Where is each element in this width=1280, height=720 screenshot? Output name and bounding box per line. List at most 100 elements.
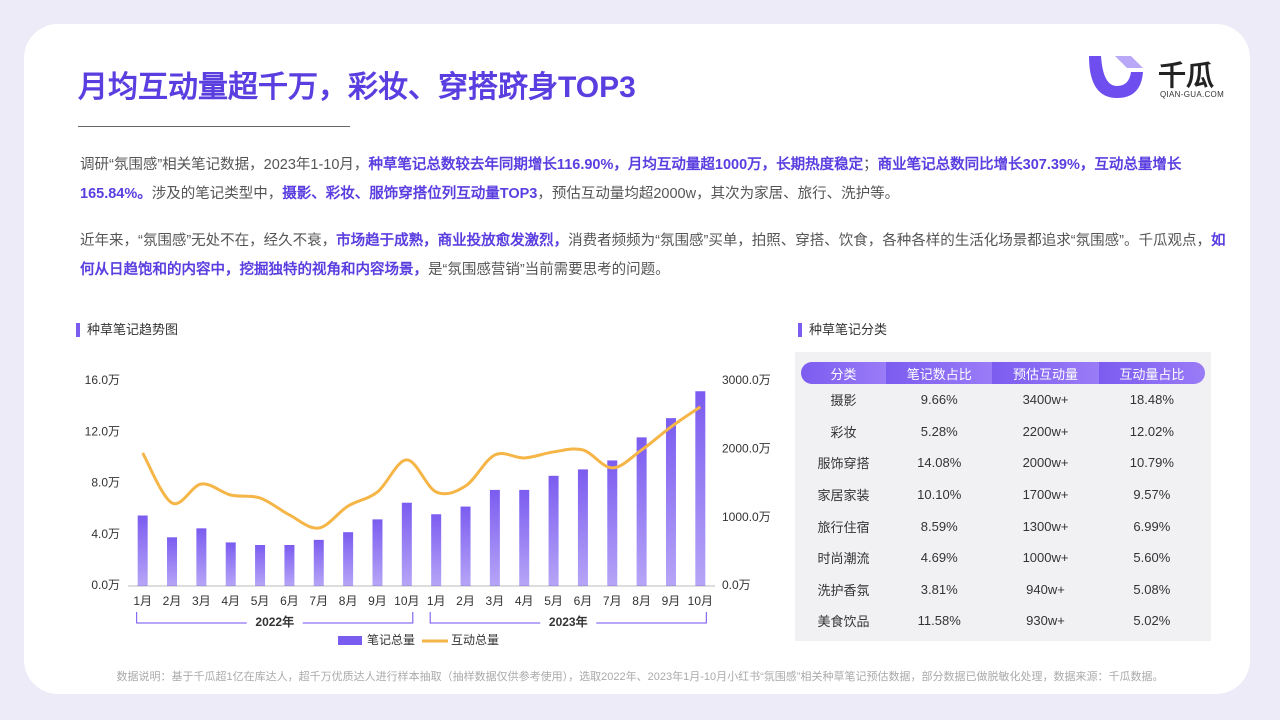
y2-tick-label: 1000.0万 — [722, 510, 771, 524]
text: ，预估互动量均超2000w，其次为家居、旅行、洗护等。 — [537, 186, 900, 202]
x-tick-label: 9月 — [368, 594, 387, 608]
y-tick-label: 0.0万 — [91, 578, 120, 592]
highlight-text: 摄影、彩妆、服饰穿搭位列互动量TOP3 — [282, 186, 538, 202]
table-cell: 5.60% — [1133, 550, 1171, 566]
bar — [372, 519, 383, 586]
highlight-text: 市场趋于成熟，商业投放愈发激烈， — [336, 233, 569, 249]
table-cell: 服饰穿搭 — [817, 456, 870, 472]
group-label: 2023年 — [549, 614, 588, 629]
logo-site: QIAN-GUA.COM — [1160, 90, 1225, 99]
x-tick-label: 1月 — [427, 594, 446, 608]
x-tick-label: 3月 — [192, 594, 211, 608]
table-panel: 分类 笔记数占比 预估互动量 互动量占比摄影 9.66% 3400w+ 18.48% 彩妆 5.… — [795, 352, 1211, 641]
table-cell: 930w+ — [1026, 613, 1065, 629]
table-cell: 摄影 — [830, 393, 857, 409]
x-tick-label: 4月 — [221, 594, 240, 608]
table-cell: 940w+ — [1026, 581, 1065, 597]
text: 调研“氛围感”相关笔记数据，2023年1-10月， — [80, 157, 369, 173]
y2-tick-label: 0.0万 — [722, 578, 751, 592]
table-row: 彩妆 5.28% 2200w+ 12.02% — [801, 416, 1205, 448]
bar — [225, 542, 236, 586]
x-tick-label: 8月 — [632, 594, 651, 608]
text: 涉及的笔记类型中， — [151, 186, 283, 202]
bar — [636, 437, 647, 586]
bar — [137, 515, 148, 586]
bar — [343, 532, 354, 586]
y2-tick-label: 2000.0万 — [722, 442, 771, 456]
x-tick-label: 7月 — [309, 594, 328, 608]
x-tick-label: 6月 — [280, 594, 299, 608]
table-cell: 1700w+ — [1022, 487, 1069, 503]
table-row: 时尚潮流 4.69% 1000w+ 5.60% — [801, 542, 1205, 574]
table-cell: 洗护香氛 — [817, 582, 870, 598]
legend-label: 笔记总量 — [367, 632, 415, 647]
bar — [167, 537, 178, 586]
paragraph: 调研“氛围感”相关笔记数据，2023年1-10月，种草笔记总数较去年同期增长11… — [80, 151, 1230, 209]
table-cell: 1000w+ — [1022, 550, 1069, 566]
x-tick-label: 2月 — [163, 594, 182, 608]
header-cell: 互动量占比 — [1098, 362, 1205, 384]
bar — [489, 489, 500, 586]
footnote: 数据说明：基于千瓜超1亿在库达人，超千万优质达人进行样本抽取（抽样数据仅供参考使… — [116, 671, 1164, 683]
header-cell: 笔记数占比 — [886, 362, 993, 384]
logo-mark — [1089, 56, 1143, 98]
paragraph: 近年来，“氛围感”无处不在，经久不衰，市场趋于成熟，商业投放愈发激烈，消费者频频… — [80, 227, 1230, 285]
table-cell: 10.10% — [917, 487, 962, 503]
table-cell: 3400w+ — [1022, 392, 1069, 408]
table-cell: 5.28% — [920, 423, 958, 439]
x-tick-label: 10月 — [688, 594, 713, 608]
table-cell: 2200w+ — [1022, 423, 1069, 439]
table-cell: 美食饮品 — [817, 614, 870, 630]
x-tick-label: 7月 — [603, 594, 622, 608]
y-tick-label: 4.0万 — [91, 527, 120, 541]
bar — [607, 460, 618, 586]
table-cell: 5.02% — [1133, 613, 1171, 629]
bar — [401, 502, 412, 586]
legend-label: 互动总量 — [451, 633, 499, 647]
y-tick-label: 8.0万 — [91, 476, 120, 490]
bar — [695, 391, 706, 586]
table-row: 美食饮品 11.58% 930w+ 5.02% — [801, 605, 1205, 637]
bar — [519, 489, 530, 586]
x-tick-label: 10月 — [394, 594, 419, 608]
y2-tick-label: 3000.0万 — [722, 373, 771, 387]
table-row: 家居家装 10.10% 1700w+ 9.57% — [801, 479, 1205, 511]
bar — [548, 475, 559, 586]
logo-name: 千瓜 — [1158, 60, 1215, 91]
highlight-text: 商业笔记总数同比增长307.39%，互动总量增长165.84%。 — [80, 157, 1182, 202]
bar — [577, 469, 588, 586]
table-title: 种草笔记分类 — [798, 323, 887, 337]
y-tick-label: 12.0万 — [85, 424, 120, 438]
table-cell: 6.99% — [1133, 518, 1171, 534]
table-header: 分类 笔记数占比 预估互动量 互动量占比 — [801, 362, 1205, 384]
x-tick-label: 1月 — [133, 594, 152, 608]
x-tick-label: 4月 — [515, 594, 534, 608]
table-cell: 9.57% — [1133, 487, 1171, 503]
table-cell: 彩妆 — [830, 424, 857, 440]
header-cell: 预估互动量 — [992, 362, 1099, 384]
text: 近年来，“氛围感”无处不在，经久不衰， — [80, 233, 337, 249]
table-cell: 10.79% — [1129, 455, 1174, 471]
table-cell: 14.08% — [917, 455, 962, 471]
x-tick-label: 5月 — [544, 594, 563, 608]
table: 分类 笔记数占比 预估互动量 互动量占比摄影 9.66% 3400w+ 18.48% 彩妆 5.… — [801, 362, 1205, 637]
highlight-text: 如何从日趋饱和的内容中，挖掘独特的视角和内容场景， — [80, 233, 1226, 278]
legend-swatch — [338, 636, 362, 645]
table-cell: 3.81% — [920, 581, 958, 597]
line — [141, 405, 702, 530]
bar — [431, 514, 442, 586]
title: 月均互动量超千万，彩妆、穿搭跻身TOP3 — [78, 71, 636, 104]
x-tick-label: 3月 — [486, 594, 505, 608]
chart: 0.0万 4.0万 8.0万 12.0万 16.0万 0.0万 1000.0万 2000.0万… — [85, 373, 771, 647]
bar — [460, 506, 471, 586]
table-row: 旅行住宿 8.59% 1300w+ 6.99% — [801, 510, 1205, 542]
table-cell: 18.48% — [1129, 392, 1174, 408]
y-tick-label: 16.0万 — [85, 373, 120, 387]
group-bracket — [136, 612, 414, 624]
bar — [313, 539, 324, 586]
bar — [255, 545, 266, 586]
text: 消费者频频为“氛围感”买单，拍照、穿搭、饮食，各种各样的生活化场景都追求“氛围感… — [568, 233, 1211, 249]
table-cell: 9.66% — [920, 392, 958, 408]
table-cell: 1300w+ — [1022, 518, 1069, 534]
